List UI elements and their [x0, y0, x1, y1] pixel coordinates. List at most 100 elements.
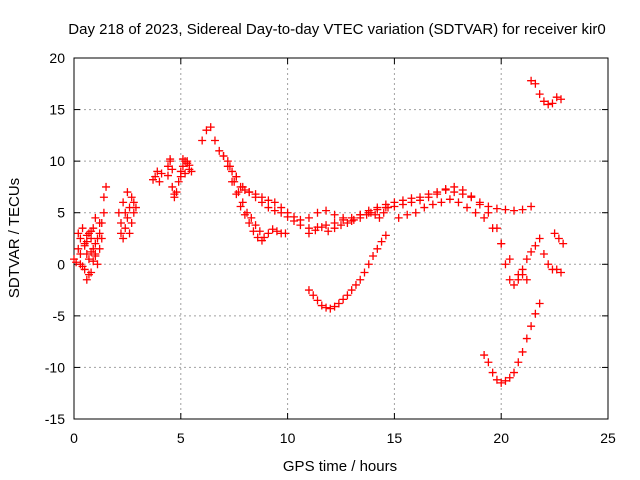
data-point: [403, 210, 412, 219]
data-point: [84, 255, 93, 264]
data-point: [238, 198, 247, 207]
data-point: [178, 162, 187, 171]
data-point: [174, 177, 183, 186]
data-point: [78, 224, 87, 233]
data-point: [215, 146, 224, 155]
series-cluster-2h: [114, 188, 140, 243]
data-point: [127, 193, 136, 202]
data-point: [369, 252, 378, 261]
data-point: [330, 224, 339, 233]
data-point: [505, 255, 514, 264]
data-point: [550, 229, 559, 238]
data-point: [343, 219, 352, 228]
data-point: [375, 213, 384, 222]
data-point: [501, 205, 510, 214]
data-points: [70, 76, 568, 387]
data-point: [170, 190, 179, 199]
data-point: [268, 225, 277, 234]
data-point: [501, 260, 510, 269]
data-point: [264, 196, 273, 205]
data-point: [245, 188, 254, 197]
series-arc-b: [219, 151, 527, 289]
data-point: [339, 295, 348, 304]
x-tick-label: 25: [600, 430, 616, 446]
data-point: [420, 203, 429, 212]
data-point: [343, 291, 352, 300]
data-point: [428, 200, 437, 209]
data-point: [527, 76, 536, 85]
data-point: [72, 258, 81, 267]
data-point: [102, 182, 111, 191]
data-point: [264, 203, 273, 212]
data-point: [454, 198, 463, 207]
series-arc-d: [223, 162, 266, 245]
data-point: [497, 239, 506, 248]
data-point: [379, 208, 388, 217]
data-point: [74, 229, 83, 238]
data-point: [322, 221, 331, 230]
data-point: [535, 234, 544, 243]
data-point: [334, 299, 343, 308]
data-point: [223, 162, 232, 171]
data-point: [548, 99, 557, 108]
x-tick-label: 0: [70, 430, 78, 446]
data-point: [544, 260, 553, 269]
data-point: [313, 296, 322, 305]
data-point: [497, 378, 506, 387]
data-point: [157, 169, 166, 178]
data-point: [539, 249, 548, 258]
data-point: [527, 322, 536, 331]
series-early-scatter: [70, 182, 111, 284]
data-point: [89, 257, 98, 266]
data-point: [373, 205, 382, 214]
y-tick-label: -5: [53, 308, 66, 324]
data-point: [185, 165, 194, 174]
data-point: [153, 167, 162, 176]
data-point: [210, 136, 219, 145]
data-point: [238, 182, 247, 191]
data-point: [554, 234, 563, 243]
data-point: [535, 90, 544, 99]
data-point: [257, 198, 266, 207]
data-point: [304, 229, 313, 238]
data-point: [127, 219, 136, 228]
y-tick-label: 10: [49, 153, 65, 169]
data-point: [172, 188, 181, 197]
data-point: [373, 244, 382, 253]
data-point: [84, 270, 93, 279]
data-point: [163, 162, 172, 171]
data-point: [364, 260, 373, 269]
data-point: [505, 275, 514, 284]
data-point: [356, 213, 365, 222]
data-point: [557, 268, 566, 277]
data-point: [349, 215, 358, 224]
data-point: [87, 247, 96, 256]
data-point: [82, 275, 91, 284]
data-point: [510, 280, 519, 289]
data-point: [168, 165, 177, 174]
data-point: [539, 97, 548, 106]
data-point: [552, 265, 561, 274]
data-point: [283, 212, 292, 221]
data-point: [531, 79, 540, 88]
data-point: [129, 208, 138, 217]
y-tick-label: 5: [57, 205, 65, 221]
data-point: [97, 234, 106, 243]
data-point: [163, 171, 172, 180]
data-point: [253, 233, 262, 242]
data-point: [151, 172, 160, 181]
data-point: [480, 213, 489, 222]
data-point: [527, 202, 536, 211]
data-point: [552, 93, 561, 102]
data-point: [480, 351, 489, 360]
series-arc-late-mid: [518, 234, 566, 277]
data-point: [198, 136, 207, 145]
data-point: [78, 262, 87, 271]
data-point: [87, 227, 96, 236]
data-point: [99, 193, 108, 202]
data-point: [322, 206, 331, 215]
data-point: [381, 231, 390, 240]
data-point: [131, 203, 140, 212]
data-point: [232, 172, 241, 181]
data-point: [272, 227, 281, 236]
